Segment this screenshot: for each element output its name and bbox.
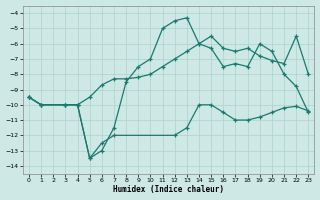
X-axis label: Humidex (Indice chaleur): Humidex (Indice chaleur) <box>113 185 224 194</box>
